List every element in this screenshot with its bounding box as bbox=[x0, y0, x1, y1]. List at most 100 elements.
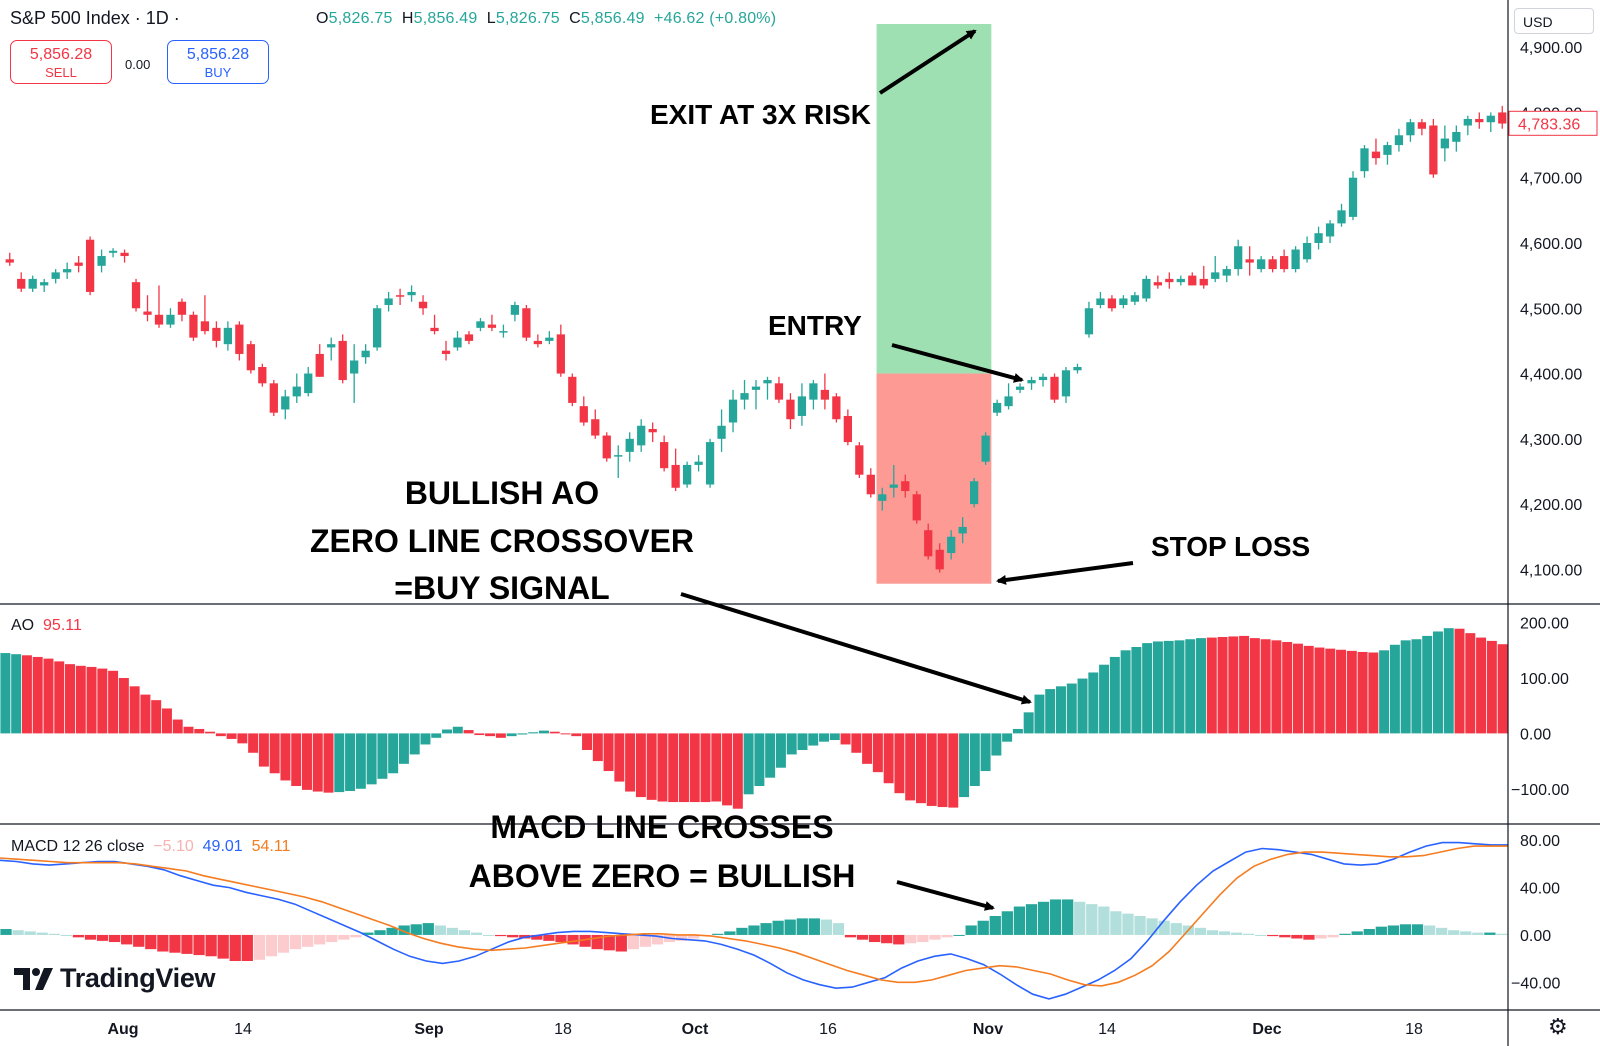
candle-body bbox=[682, 464, 692, 485]
candle-body bbox=[740, 393, 749, 400]
time-axis-tick: Sep bbox=[414, 1021, 444, 1038]
candle-body bbox=[1314, 233, 1323, 243]
candle-body bbox=[751, 386, 761, 390]
ao-bar bbox=[485, 733, 496, 737]
macd-histogram-bar bbox=[651, 934, 664, 945]
ao-legend[interactable]: AO 95.11 bbox=[11, 617, 82, 635]
candle-body bbox=[958, 526, 967, 534]
ao-pane bbox=[0, 628, 1508, 809]
ao-bar bbox=[1497, 644, 1508, 734]
macd-axis-tick: 80.00 bbox=[1520, 833, 1560, 850]
macd-legend[interactable]: MACD 12 26 close −5.10 49.01 54.11 bbox=[11, 838, 290, 856]
ao-bar bbox=[1066, 683, 1077, 734]
ao-bar bbox=[668, 733, 679, 803]
buy-label: BUY bbox=[204, 65, 232, 80]
macd-histogram-bar bbox=[205, 934, 217, 957]
ao-bar bbox=[969, 733, 980, 786]
time-axis-tick: 16 bbox=[819, 1021, 837, 1038]
candle-body bbox=[1096, 298, 1105, 305]
macd-histogram-bar bbox=[157, 934, 169, 952]
candle-body bbox=[5, 259, 14, 263]
ao-bar bbox=[1142, 643, 1153, 734]
candle-body bbox=[660, 442, 669, 469]
ao-bar bbox=[1368, 652, 1379, 734]
macd-histogram-bar bbox=[712, 933, 724, 935]
macd-histogram-bar bbox=[543, 934, 555, 941]
ao-bar bbox=[129, 686, 140, 734]
candle-body bbox=[935, 549, 944, 570]
macd-histogram-bar bbox=[1279, 934, 1291, 938]
price-axis-tick: 4,100.00 bbox=[1520, 562, 1582, 579]
ao-bar bbox=[1174, 640, 1185, 734]
price-axis-tick: 4,600.00 bbox=[1520, 236, 1582, 253]
macd-histogram-bar bbox=[1242, 933, 1255, 935]
time-axis-tick: 14 bbox=[234, 1021, 252, 1038]
candle-body bbox=[154, 314, 164, 325]
macd-histogram-bar bbox=[1194, 927, 1206, 935]
ao-bar bbox=[463, 730, 474, 734]
candle-body bbox=[1360, 148, 1369, 172]
ao-bar bbox=[291, 733, 302, 786]
ao-bar bbox=[732, 733, 743, 809]
ao-bar bbox=[409, 733, 420, 755]
ao-bar bbox=[883, 733, 894, 784]
ao-bar bbox=[819, 733, 829, 742]
candle-body bbox=[1383, 145, 1392, 155]
candle-body bbox=[418, 301, 428, 309]
ao-bar bbox=[1303, 645, 1314, 734]
candle-body bbox=[28, 278, 37, 289]
ao-bar bbox=[1282, 642, 1293, 734]
ao-bar bbox=[1454, 628, 1465, 734]
candle-body bbox=[269, 383, 278, 413]
candle-body bbox=[1279, 256, 1289, 270]
ao-bar bbox=[1185, 639, 1196, 734]
macd-histogram-bar bbox=[495, 934, 507, 937]
candle-body bbox=[1153, 282, 1162, 286]
ao-bar bbox=[1465, 633, 1476, 734]
tradingview-logo: TradingView bbox=[14, 963, 216, 994]
ao-bar bbox=[657, 733, 668, 802]
time-axis-tick: 14 bbox=[1098, 1021, 1116, 1038]
symbol-title[interactable]: S&P 500 Index · 1D · bbox=[10, 8, 180, 28]
macd-histogram-bar bbox=[1484, 932, 1496, 935]
ao-bar bbox=[517, 733, 528, 735]
ao-bar bbox=[862, 733, 873, 764]
candle-body bbox=[510, 305, 520, 315]
candle-body bbox=[223, 327, 233, 345]
macd-histogram-bar bbox=[326, 934, 338, 943]
macd-histogram-bar bbox=[169, 934, 181, 953]
ao-bar bbox=[722, 733, 733, 806]
candle-body bbox=[625, 438, 634, 452]
high-value: 5,856.49 bbox=[413, 10, 478, 27]
macd-histogram-bar bbox=[1423, 925, 1436, 935]
ao-bar bbox=[151, 700, 162, 734]
time-axis-tick: 18 bbox=[1405, 1021, 1423, 1038]
currency-select[interactable]: USD bbox=[1514, 8, 1594, 34]
settings-icon[interactable]: ⚙ bbox=[1548, 1014, 1568, 1039]
macd-histogram-bar bbox=[398, 925, 410, 935]
macd-histogram-bar bbox=[1025, 904, 1038, 935]
ao-bar bbox=[1389, 644, 1400, 734]
candle-body bbox=[407, 291, 416, 296]
candle-body bbox=[143, 311, 152, 315]
candle-body bbox=[1475, 118, 1484, 123]
candle-body bbox=[189, 314, 198, 338]
ao-bar bbox=[1379, 650, 1390, 734]
candle-body bbox=[602, 435, 611, 459]
open-label: O bbox=[316, 10, 329, 27]
macd-histogram-bar bbox=[507, 934, 519, 938]
candle-body bbox=[1199, 278, 1208, 286]
buy-button[interactable]: 5,856.28 BUY bbox=[167, 40, 269, 84]
ao-bar bbox=[560, 733, 571, 735]
ao-bar bbox=[1292, 643, 1303, 734]
ao-bar bbox=[775, 733, 786, 768]
sell-button[interactable]: 5,856.28 SELL bbox=[10, 40, 112, 84]
macd-histogram-bar bbox=[808, 918, 820, 935]
macd-histogram-bar bbox=[724, 931, 736, 935]
macd-histogram-bar bbox=[181, 934, 193, 954]
candle-body bbox=[648, 429, 657, 433]
macd-histogram-bar bbox=[977, 920, 989, 935]
ao-bar bbox=[452, 726, 463, 734]
ao-bar bbox=[571, 733, 582, 737]
